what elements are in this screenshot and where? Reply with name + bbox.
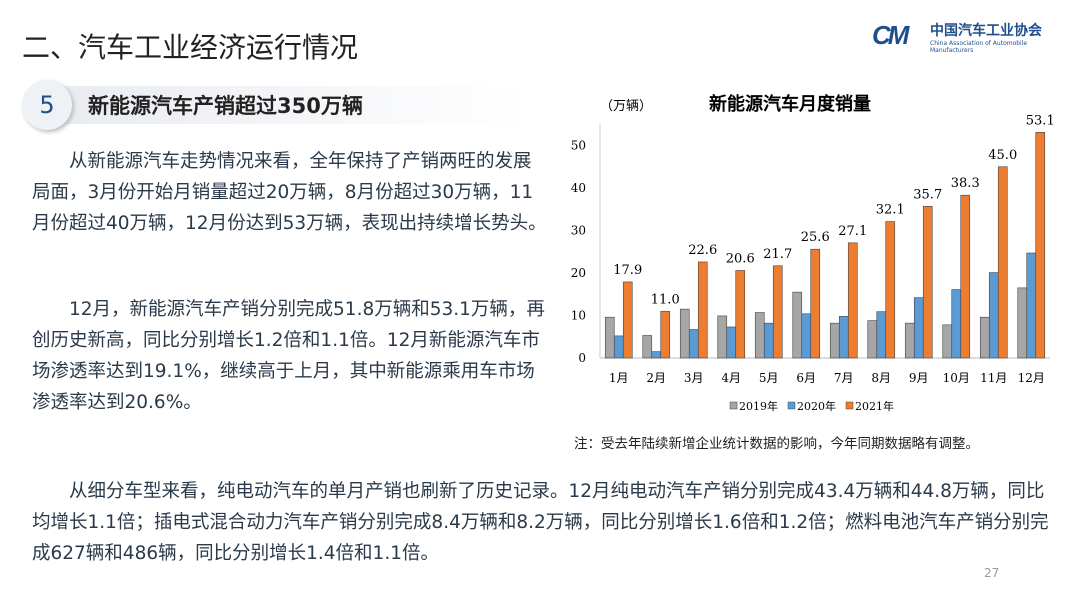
bar-2021年 xyxy=(622,281,633,359)
bar-2019年 xyxy=(604,316,615,359)
legend-swatch xyxy=(787,401,796,410)
chart-note: 注：受去年陆续新增企业统计数据的影响，今年同期数据略有调整。 xyxy=(574,436,979,452)
bar-2021年 xyxy=(660,310,671,359)
bar-2019年 xyxy=(642,335,653,359)
legend-label: 2019年 xyxy=(739,399,778,413)
slide-title: 二、汽车工业经济运行情况 xyxy=(22,31,359,64)
data-label: 27.1 xyxy=(838,224,867,239)
data-label: 11.0 xyxy=(651,292,680,307)
section-band xyxy=(48,86,528,124)
bar-2019年 xyxy=(679,308,690,359)
bar-2019年 xyxy=(867,320,878,359)
bar-2020年 xyxy=(801,313,812,359)
logo-subtext: China Association of Automobile Manufact… xyxy=(930,40,1028,54)
y-tick-label: 50 xyxy=(571,139,586,153)
data-label: 45.0 xyxy=(988,148,1017,163)
bar-2019年 xyxy=(942,324,953,359)
bar-2020年 xyxy=(951,289,962,359)
bar-2021年 xyxy=(847,242,858,359)
logo: CM 中国汽车工业协会 China Association of Automob… xyxy=(872,14,1072,54)
chart-title: 新能源汽车月度销量 xyxy=(709,93,871,115)
bar-2021年 xyxy=(735,270,746,359)
x-tick-label: 1月 xyxy=(609,371,629,385)
data-label: 25.6 xyxy=(801,230,830,245)
bar-2020年 xyxy=(763,322,774,359)
legend-swatch xyxy=(845,401,854,410)
y-tick-label: 0 xyxy=(578,351,586,365)
bar-2020年 xyxy=(838,316,849,359)
bar-2019年 xyxy=(979,316,990,359)
bar-2020年 xyxy=(651,351,662,359)
bar-2020年 xyxy=(1026,252,1037,359)
data-label: 21.7 xyxy=(763,247,792,262)
x-tick-label: 3月 xyxy=(684,371,704,385)
bar-2021年 xyxy=(697,261,708,359)
bar-2020年 xyxy=(988,272,999,359)
data-label: 32.1 xyxy=(876,203,905,218)
bar-2019年 xyxy=(1017,287,1028,359)
paragraph-1: 从新能源汽车走势情况来看，全年保持了产销两旺的发展局面，3月份开始月销量超过20… xyxy=(32,151,547,234)
x-tick-label: 8月 xyxy=(871,371,891,385)
bar-2021年 xyxy=(885,221,896,359)
legend-label: 2021年 xyxy=(855,399,894,413)
paragraph-3: 从细分车型来看，纯电动汽车的单月产销也刷新了历史记录。12月纯电动汽车产销分别完… xyxy=(32,481,1049,564)
page-number: 27 xyxy=(984,566,1000,580)
bar-2021年 xyxy=(810,248,821,359)
bar-2020年 xyxy=(613,335,624,359)
bar-2019年 xyxy=(754,312,765,359)
legend-swatch xyxy=(729,401,738,410)
data-label: 38.3 xyxy=(951,176,980,191)
section-title: 新能源汽车产销超过350万辆 xyxy=(88,94,363,118)
bar-2019年 xyxy=(829,322,840,359)
y-tick-label: 20 xyxy=(571,266,586,280)
bar-2020年 xyxy=(913,297,924,359)
x-tick-label: 7月 xyxy=(834,371,854,385)
bar-2019年 xyxy=(717,315,728,359)
data-label: 17.9 xyxy=(613,263,642,278)
y-tick-label: 10 xyxy=(571,309,586,323)
x-tick-label: 4月 xyxy=(721,371,741,385)
x-tick-label: 9月 xyxy=(909,371,929,385)
x-tick-label: 12月 xyxy=(1018,371,1045,385)
paragraph-2: 12月，新能源汽车产销分别完成51.8万辆和53.1万辆，再创历史新高，同比分别… xyxy=(32,299,545,413)
y-tick-label: 40 xyxy=(571,181,586,195)
x-tick-label: 5月 xyxy=(759,371,779,385)
x-tick-label: 11月 xyxy=(980,371,1007,385)
x-tick-label: 10月 xyxy=(943,371,970,385)
bar-2021年 xyxy=(997,166,1008,359)
logo-text: 中国汽车工业协会 xyxy=(930,23,1042,39)
data-label: 53.1 xyxy=(1026,113,1055,128)
caam-logo-icon: CM xyxy=(872,20,909,50)
bar-2020年 xyxy=(726,326,737,359)
data-label: 22.6 xyxy=(688,243,717,258)
legend-label: 2020年 xyxy=(797,399,836,413)
bar-2021年 xyxy=(772,265,783,359)
bar-2020年 xyxy=(688,329,699,359)
sales-chart: （万辆） 新能源汽车月度销量 0 10 20 30 40 50 1月 17.9 2月 11.0 3月… xyxy=(571,93,1055,413)
y-tick-label: 30 xyxy=(571,224,586,238)
x-tick-label: 6月 xyxy=(796,371,816,385)
bar-2019年 xyxy=(904,322,915,359)
x-tick-label: 2月 xyxy=(646,371,666,385)
section-number: 5 xyxy=(22,80,72,130)
data-label: 35.7 xyxy=(913,187,942,202)
bar-2021年 xyxy=(922,205,933,359)
bar-2021年 xyxy=(1035,132,1046,359)
bar-2020年 xyxy=(876,311,887,359)
bar-2019年 xyxy=(792,291,803,359)
y-axis-unit: （万辆） xyxy=(600,99,652,114)
bar-2021年 xyxy=(960,194,971,359)
data-label: 20.6 xyxy=(726,251,755,266)
